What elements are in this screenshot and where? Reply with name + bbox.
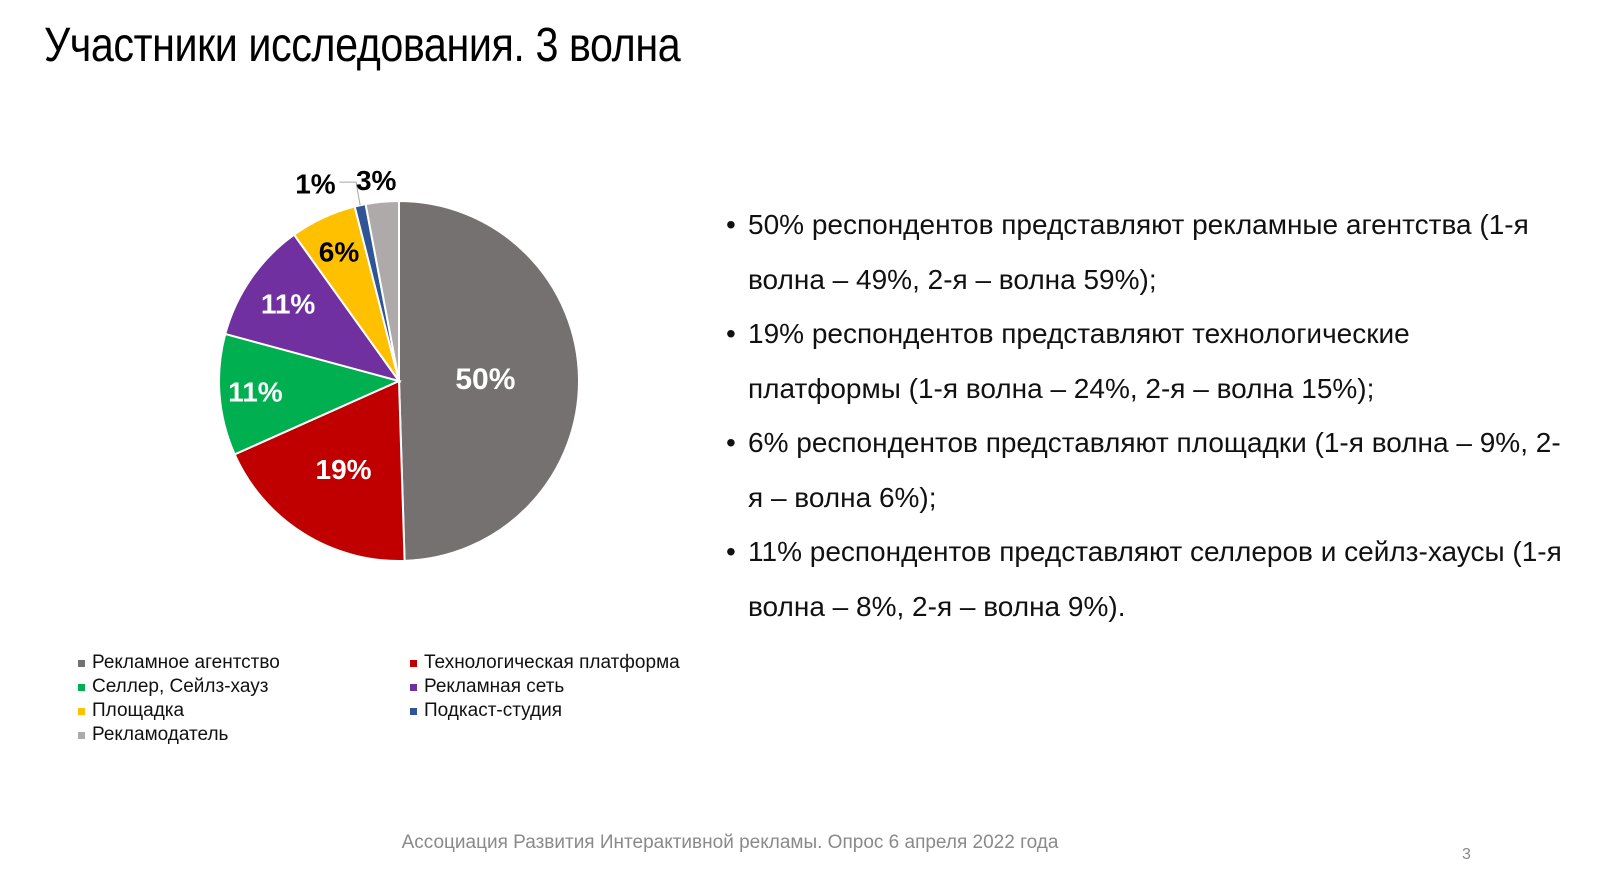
legend-swatch — [78, 659, 85, 667]
legend-label: Технологическая платформа — [424, 652, 680, 673]
legend-label: Рекламное агентство — [92, 652, 280, 673]
pie-slice — [398, 199, 580, 562]
bullet-item: 6% респондентов представляют площадки (1… — [726, 416, 1566, 525]
legend-label: Рекламодатель — [92, 724, 229, 745]
legend-swatch — [410, 683, 417, 691]
bullet-list: 50% респондентов представляют рекламные … — [726, 198, 1566, 634]
pie-slice — [233, 379, 406, 562]
chart-legend: Рекламное агентство Технологическая платф… — [78, 652, 758, 746]
legend-label: Селлер, Сейлз-хауз — [92, 676, 269, 697]
pie-slice — [218, 332, 402, 456]
slice-data-label: 3% — [356, 165, 397, 196]
pie-chart: 50%19%11%11%6%1% 3% — [218, 165, 580, 562]
slice-data-label: 1% — [295, 169, 336, 200]
bullet-item: 11% респондентов представляют селлеров и… — [726, 525, 1566, 634]
legend-item: Рекламная сеть — [410, 676, 758, 698]
slice-data-label: 11% — [228, 377, 283, 408]
legend-item: Рекламное агентство — [78, 652, 410, 674]
legend-item: Площадка — [78, 700, 410, 722]
slice-data-label: 11% — [261, 289, 316, 320]
legend-item: Технологическая платформа — [410, 652, 758, 674]
legend-swatch — [78, 683, 85, 691]
pie-slice — [224, 233, 402, 383]
legend-item: Рекламодатель — [78, 724, 410, 746]
legend-label: Рекламная сеть — [424, 676, 565, 697]
page-number: 3 — [1462, 846, 1471, 863]
legend-item: Подкаст-студия — [410, 700, 758, 722]
bullet-item: 19% респондентов представляют технологич… — [726, 307, 1566, 416]
slice-data-label: 19% — [316, 454, 372, 485]
slice-data-label: 50% — [455, 363, 515, 396]
leader-line — [339, 181, 361, 206]
slide-footer: Ассоциация Развития Интерактивной реклам… — [401, 832, 1059, 853]
legend-swatch — [410, 707, 417, 715]
legend-swatch — [78, 707, 85, 715]
legend-item: Селлер, Сейлз-хауз — [78, 676, 410, 698]
legend-swatch — [78, 731, 85, 739]
pie-slice — [364, 199, 400, 382]
legend-label: Подкаст-студия — [424, 700, 562, 721]
legend-label: Площадка — [92, 700, 185, 721]
slice-data-label: 6% — [319, 237, 360, 268]
legend-swatch — [410, 659, 417, 667]
slide-title: Участники исследования. 3 волна — [44, 19, 681, 72]
bullet-item: 50% респондентов представляют рекламные … — [726, 198, 1566, 307]
